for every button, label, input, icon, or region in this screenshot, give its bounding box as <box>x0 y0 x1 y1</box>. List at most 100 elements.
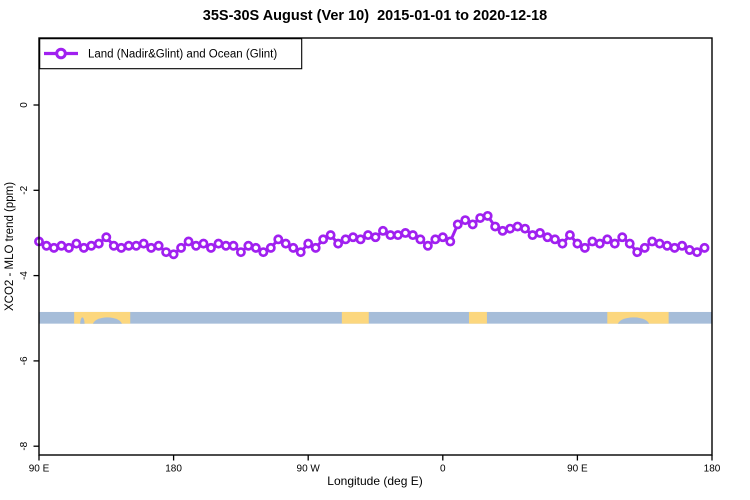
data-point <box>550 234 560 245</box>
data-point <box>288 242 299 253</box>
data-point <box>512 221 523 232</box>
data-point <box>340 234 351 245</box>
data-point <box>258 247 269 258</box>
x-tick-label: 90 E <box>29 464 50 475</box>
data-point <box>407 230 418 241</box>
data-point <box>333 238 344 249</box>
data-point <box>153 240 164 251</box>
data-point <box>108 240 119 251</box>
ocean-notch <box>80 317 85 324</box>
data-point <box>265 242 276 253</box>
x-tick-label: 90 W <box>297 464 321 475</box>
y-tick-label: -2 <box>19 185 30 194</box>
data-point <box>355 234 366 245</box>
data-point <box>363 230 373 241</box>
data-point <box>63 242 74 253</box>
data-point <box>467 219 478 230</box>
data-point <box>632 247 643 258</box>
ocean-notch <box>617 317 650 324</box>
y-tick-label: 0 <box>19 102 30 108</box>
data-point <box>131 240 142 251</box>
data-point <box>183 236 194 247</box>
data-point <box>505 223 516 234</box>
data-point <box>579 242 590 253</box>
data-series <box>34 210 710 260</box>
data-point <box>564 230 575 241</box>
data-point <box>497 225 508 236</box>
x-tick-label: 0 <box>440 464 446 475</box>
data-point <box>684 245 695 255</box>
data-point <box>49 242 59 253</box>
x-tick-label: 180 <box>165 464 182 475</box>
data-point <box>594 238 605 249</box>
data-point <box>191 240 201 251</box>
data-point <box>490 221 501 232</box>
data-point <box>520 223 531 234</box>
data-point <box>430 234 441 245</box>
data-point <box>445 236 456 247</box>
data-point <box>93 238 104 249</box>
y-tick-label: -4 <box>19 271 30 280</box>
data-point <box>250 242 261 253</box>
land-patch <box>74 311 131 324</box>
data-point <box>168 249 179 260</box>
data-point <box>198 238 209 249</box>
y-tick-label: -6 <box>19 356 30 365</box>
data-point <box>295 247 306 258</box>
data-point <box>617 232 628 243</box>
plot-area-border <box>38 37 713 456</box>
land-patch <box>341 311 369 324</box>
data-point <box>220 240 231 251</box>
land-patch <box>468 311 487 324</box>
land-ocean-strip <box>39 311 712 324</box>
data-point <box>460 215 471 226</box>
data-point <box>557 238 568 249</box>
data-point <box>378 225 388 236</box>
data-point <box>527 230 538 241</box>
data-point <box>138 238 149 249</box>
data-point <box>235 247 246 258</box>
data-point <box>452 219 463 230</box>
data-point <box>325 230 336 241</box>
data-point <box>392 230 403 241</box>
data-point <box>639 242 650 253</box>
data-point <box>310 242 321 253</box>
data-point <box>116 242 127 253</box>
data-point <box>146 242 157 253</box>
data-point <box>669 242 680 253</box>
data-point <box>647 236 658 247</box>
data-point <box>602 234 613 245</box>
data-point <box>41 240 52 251</box>
data-point <box>482 210 493 221</box>
ocean-strip <box>39 311 712 324</box>
x-tick-label: 180 <box>704 464 721 475</box>
data-point <box>385 230 396 241</box>
data-point <box>475 213 486 223</box>
data-point <box>370 232 381 243</box>
data-point <box>400 227 411 238</box>
data-point <box>280 238 291 249</box>
data-point <box>572 238 583 249</box>
data-point <box>273 234 284 245</box>
data-point <box>86 240 97 251</box>
data-point <box>437 232 448 243</box>
data-point <box>542 232 553 243</box>
chart-title: 35S-30S August (Ver 10) 2015-01-01 to 20… <box>202 8 548 24</box>
legend-label: Land (Nadir&Glint) and Ocean (Glint) <box>88 49 277 61</box>
data-point <box>123 240 134 251</box>
data-point <box>161 247 172 258</box>
data-point <box>243 240 254 251</box>
data-point <box>176 242 187 253</box>
data-point <box>318 234 329 245</box>
data-point <box>677 240 688 251</box>
data-point <box>422 240 433 251</box>
data-point <box>213 238 224 249</box>
x-tick-label: 90 E <box>567 464 588 475</box>
data-point <box>348 232 359 243</box>
ocean-notch <box>92 317 122 324</box>
data-point <box>303 238 314 249</box>
data-point <box>624 238 635 249</box>
data-point <box>692 247 702 258</box>
legend-box <box>39 38 303 70</box>
